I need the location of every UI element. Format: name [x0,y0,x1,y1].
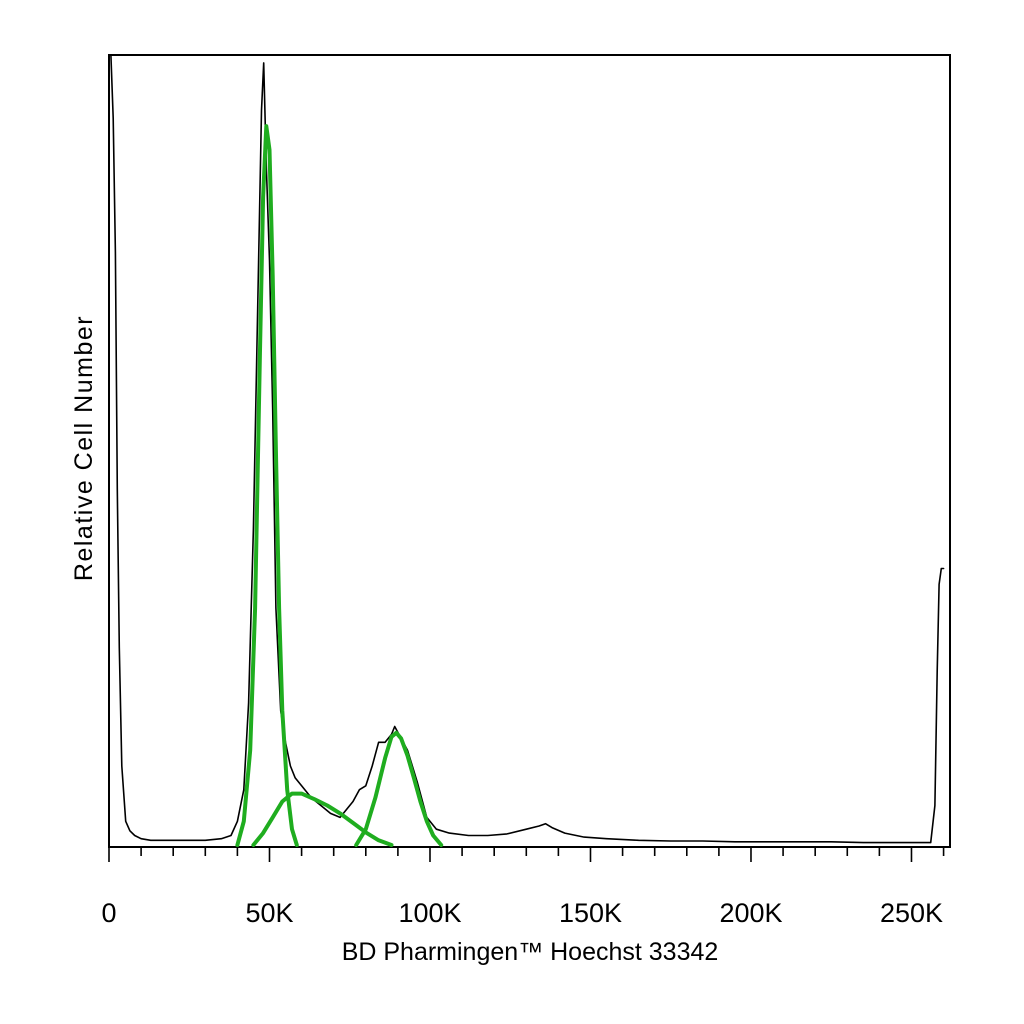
plot-frame [108,54,951,848]
x-tick-label: 100K [398,898,461,928]
y-axis-title: Relative Cell Number [70,315,98,581]
fit-curve-g0-g1 [235,124,299,847]
x-tick-label: 0 [101,898,116,928]
x-minor-ticks [108,847,945,862]
x-tick-label: 200K [719,898,782,928]
x-tick-label: 150K [559,898,622,928]
x-axis-title: BD Pharmingen™ Hoechst 33342 [342,938,719,966]
x-tick-labels: 0 50K 100K 150K 200K 250K [101,898,943,928]
series-layer [110,54,945,847]
x-tick-label: 50K [245,898,293,928]
x-tick-label: 250K [880,898,943,928]
fit-curve-g2-m [354,730,444,847]
histogram-line [110,54,945,844]
